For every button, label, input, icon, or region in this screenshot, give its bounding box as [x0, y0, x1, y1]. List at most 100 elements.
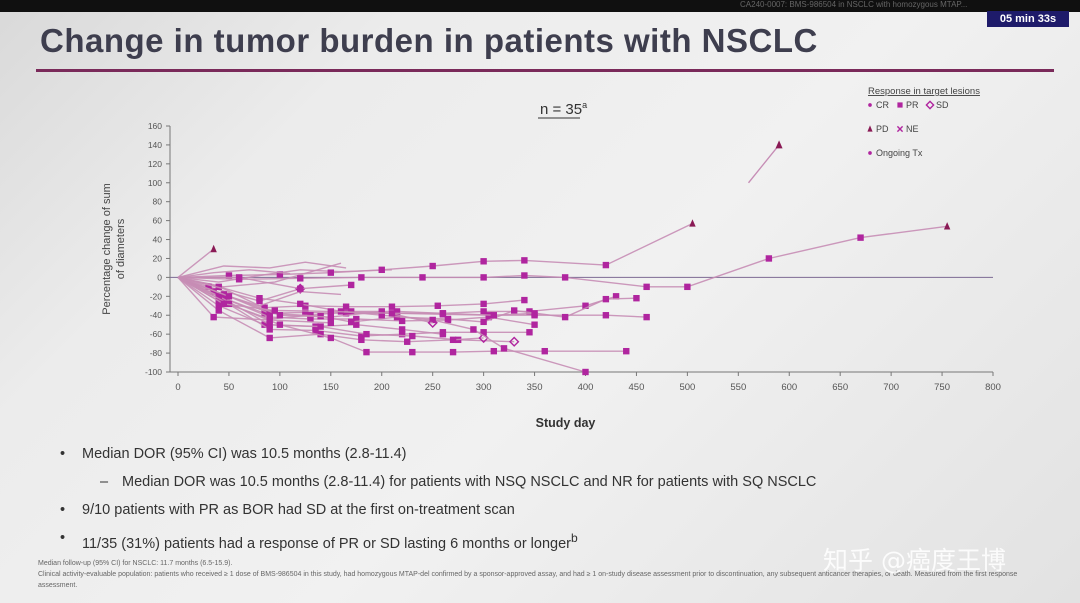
x-tick-label: 550: [730, 382, 746, 393]
legend-marker: [867, 125, 873, 132]
series-point: [480, 318, 487, 326]
series-point: [276, 271, 284, 278]
series-point: [612, 293, 620, 300]
series-point: [531, 321, 538, 328]
series-point: [317, 323, 324, 330]
series-point: [943, 222, 951, 230]
y-tick-label: 40: [153, 235, 163, 245]
series-point: [449, 336, 457, 344]
series-point: [363, 330, 370, 338]
series-point: [297, 275, 304, 282]
series-point: [765, 255, 773, 262]
legend-marker: [897, 102, 903, 108]
series-point: [531, 310, 538, 317]
series-point: [633, 295, 640, 302]
series-point: [602, 295, 610, 303]
series-point: [490, 347, 498, 355]
bullet-text: 11/35 (31%) patients had a response of P…: [82, 535, 571, 552]
series-point: [261, 321, 268, 328]
series-point: [582, 302, 589, 309]
bullet-text: Median DOR was 10.5 months (2.8-11.4) fo…: [122, 474, 817, 490]
x-tick-label: 500: [679, 382, 695, 393]
x-tick-label: 150: [323, 382, 339, 393]
bullet-footnote-mark: b: [570, 531, 578, 545]
y-tick-label: 160: [148, 121, 162, 131]
series-point: [388, 303, 396, 310]
x-tick-label: 250: [425, 382, 441, 393]
y-tick-label: 100: [148, 178, 162, 188]
series-point: [317, 330, 324, 338]
x-tick-label: 200: [374, 382, 390, 393]
series-point: [561, 274, 569, 281]
series-point: [327, 313, 335, 321]
series-point: [266, 310, 273, 317]
series-point: [439, 310, 447, 317]
series-point: [409, 332, 416, 340]
bullet-item: • 11/35 (31%) patients had a response of …: [60, 528, 1050, 556]
series-point: [643, 283, 650, 291]
series-point: [271, 307, 278, 314]
legend-label: NE: [906, 124, 919, 134]
series-point: [526, 308, 533, 315]
series-point: [480, 258, 487, 265]
legend-label: PD: [876, 124, 889, 134]
series-point: [235, 274, 243, 281]
trend-point: [775, 140, 783, 149]
footnote: Median follow-up (95% CI) for NSCLC: 11.…: [38, 558, 1038, 591]
bullet-item: • Median DOR (95% CI) was 10.5 months (2.…: [60, 444, 1050, 472]
legend-marker: [868, 103, 872, 107]
series-point: [210, 244, 217, 253]
bullet-marker: •: [60, 530, 66, 546]
series-point: [398, 330, 406, 338]
series-line: [177, 276, 627, 353]
series-point: [261, 304, 268, 311]
series-line: [177, 261, 347, 279]
series-point: [210, 313, 217, 321]
y-tick-label: -100: [145, 367, 162, 377]
series-point: [215, 302, 222, 309]
series-point: [363, 348, 370, 356]
series-point: [500, 345, 508, 352]
series-point: [266, 326, 273, 333]
x-tick-label: 100: [272, 382, 288, 393]
series-point: [427, 317, 438, 328]
series-point: [684, 283, 691, 291]
series-point: [521, 296, 528, 304]
x-tick-label: 400: [578, 382, 594, 393]
y-tick-label: 20: [153, 253, 163, 263]
series-point: [358, 332, 365, 340]
series-point: [602, 312, 610, 319]
series-point: [220, 300, 228, 308]
watermark: 知乎 @癌度王博: [823, 546, 1006, 575]
series-point: [353, 321, 360, 328]
series-line: [177, 276, 484, 343]
bullet-item: – Median DOR was 10.5 months (2.8-11.4) f…: [60, 472, 1050, 500]
series-line: [177, 276, 342, 307]
series-point: [276, 312, 284, 319]
legend-marker: [925, 100, 935, 110]
series-point: [378, 266, 385, 274]
series-point: [521, 272, 528, 279]
series-point: [480, 329, 487, 336]
series-line: [177, 248, 215, 278]
series-point: [342, 303, 350, 310]
series-point: [480, 300, 487, 308]
series-point: [521, 257, 528, 264]
series-point: [297, 285, 304, 292]
series-point: [312, 327, 319, 334]
series-point: [541, 347, 548, 355]
x-tick-label: 450: [629, 382, 645, 393]
series-point: [490, 312, 498, 319]
series-point: [256, 295, 263, 302]
series-point: [342, 310, 350, 317]
series-point: [393, 308, 401, 315]
y-tick-label: -20: [150, 291, 163, 301]
series-point: [409, 348, 416, 356]
series-point: [398, 317, 406, 325]
series-point: [434, 302, 441, 309]
y-tick-label: 140: [148, 140, 162, 150]
legend-marker: [868, 151, 872, 155]
series-point: [266, 334, 273, 342]
bullet-marker: •: [60, 446, 66, 462]
series-point: [429, 316, 436, 324]
